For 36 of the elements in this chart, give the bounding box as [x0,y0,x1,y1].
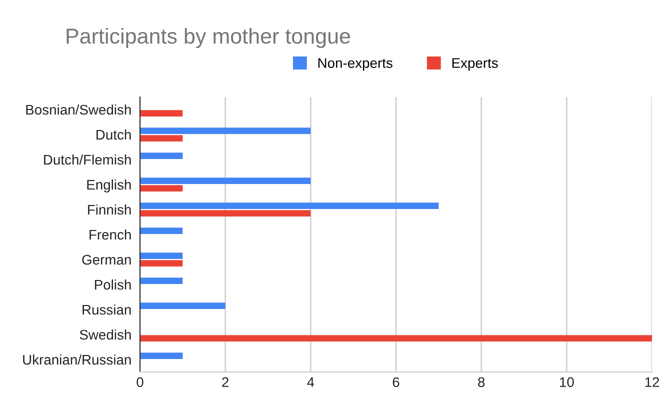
x-tick-label: 12 [645,377,660,387]
x-tick-label: 2 [222,377,228,387]
bar [140,335,652,342]
y-tick-label: Dutch/Flemish [44,154,131,165]
bar [140,302,226,309]
y-tick-label: Swedish [80,329,131,340]
x-tick-label: 4 [307,377,314,387]
y-tick-label: Dutch [96,129,131,140]
legend-label: Experts [452,58,498,71]
bar [140,135,183,142]
y-tick-label: French [90,229,131,240]
bar [140,260,183,266]
y-tick-label: Finnish [88,204,131,215]
x-tick-label: 0 [136,377,144,388]
legend-label: Non-experts [318,58,392,71]
bar [140,110,183,116]
bar [140,352,183,359]
chart-title: Participants by mother tongue [66,28,350,48]
bar [140,252,183,259]
y-tick-label: English [87,179,131,192]
y-tick-label: Ukranian/Russian [23,354,131,365]
bar [140,210,311,216]
x-tick-label: 6 [392,377,400,388]
y-tick-label: Bosnian/Swedish [26,104,131,115]
bar [140,178,311,184]
bar [140,152,183,159]
x-tick-label: 10 [560,377,574,388]
y-tick-label: Polish [94,279,131,290]
y-tick-label: Russian [82,304,131,315]
bar [140,228,183,234]
y-tick-label: German [82,254,131,265]
x-tick-label: 8 [478,377,485,388]
bar [140,128,311,134]
bar [140,278,183,284]
bar [140,185,183,192]
bar [140,202,439,209]
